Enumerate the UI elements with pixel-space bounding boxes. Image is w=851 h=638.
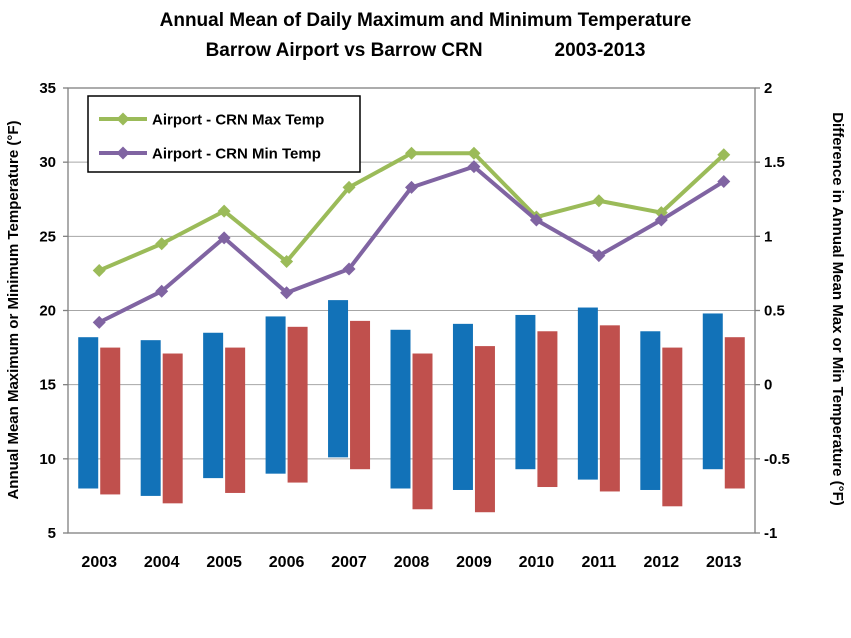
diamond-marker-2007: [342, 180, 356, 194]
bar-blue-bars-2012: [640, 331, 661, 490]
bar-red-bars-2007: [350, 320, 371, 470]
bar-red-bars-2008: [412, 353, 433, 510]
diamond-marker-2005: [217, 204, 231, 218]
right-axis-tick-label: 2: [764, 80, 772, 97]
diamond-marker-2004: [155, 237, 169, 251]
legend-label: Airport - CRN Max Temp: [152, 112, 324, 129]
right-axis-tick-label: 1.5: [764, 154, 785, 171]
x-axis-year-label: 2008: [394, 554, 430, 571]
right-axis-tick-label: 1: [764, 228, 772, 245]
bar-blue-bars-2013: [702, 313, 723, 470]
right-axis-tick-label: 0.5: [764, 303, 785, 320]
bar-blue-bars-2009: [452, 323, 473, 490]
bar-blue-bars-2003: [78, 337, 99, 489]
left-axis-tick-label: 20: [39, 303, 56, 320]
x-axis-year-label: 2006: [269, 554, 305, 571]
diamond-marker-2004: [155, 284, 169, 298]
left-axis-tick-label: 25: [39, 228, 56, 245]
bar-blue-bars-2006: [265, 316, 286, 474]
bar-blue-bars-2005: [203, 332, 224, 479]
bar-blue-bars-2011: [577, 307, 598, 480]
left-axis-tick-label: 15: [39, 377, 56, 394]
bar-red-bars-2005: [225, 347, 246, 493]
bar-red-bars-2011: [599, 325, 620, 492]
diamond-marker-2006: [280, 286, 294, 300]
diamond-marker-2003: [92, 315, 106, 329]
bar-blue-bars-2008: [390, 329, 411, 489]
left-axis-tick-label: 10: [39, 451, 56, 468]
diamond-marker-2007: [342, 262, 356, 276]
diamond-marker-2009: [467, 146, 481, 160]
bar-red-bars-2009: [474, 346, 495, 513]
legend-label: Airport - CRN Min Temp: [152, 146, 321, 163]
diamond-marker-2006: [280, 255, 294, 269]
diamond-marker-2003: [92, 263, 106, 277]
bar-red-bars-2003: [100, 347, 121, 495]
diamond-marker-2011: [592, 249, 606, 263]
diamond-marker-2008: [405, 180, 418, 194]
x-axis-year-label: 2010: [519, 554, 555, 571]
right-axis-tick-label: -0.5: [764, 451, 790, 468]
chart-title-line1: Annual Mean of Daily Maximum and Minimum…: [159, 10, 692, 31]
left-axis-tick-label: 35: [39, 80, 56, 97]
diamond-marker-2011: [592, 194, 606, 208]
x-axis-year-label: 2011: [582, 554, 617, 571]
x-axis-year-label: 2007: [331, 554, 367, 571]
bar-blue-bars-2010: [515, 314, 536, 470]
diamond-marker-2008: [405, 146, 418, 160]
left-axis-tick-label: 5: [48, 525, 56, 542]
left-axis-tick-label: 30: [39, 154, 56, 171]
diamond-marker-2010: [529, 213, 543, 227]
bar-red-bars-2006: [287, 326, 308, 483]
legend-diamond-icon: [116, 112, 130, 126]
chart-subtitle: Barrow Airport vs Barrow CRN: [205, 40, 483, 61]
right-axis-tick-label: 0: [764, 377, 772, 394]
diamond-marker-2013: [717, 148, 731, 162]
legend-box: [87, 95, 361, 173]
diamond-marker-2013: [717, 174, 731, 188]
bar-blue-bars-2004: [140, 340, 161, 496]
x-axis-year-label: 2013: [706, 554, 742, 571]
bar-blue-bars-2007: [328, 300, 349, 458]
x-axis-year-label: 2005: [206, 554, 242, 571]
x-axis-year-label: 2003: [81, 554, 117, 571]
chart-title-line2: Barrow Airport vs Barrow CRN 2003-2013: [0, 40, 851, 62]
diamond-marker-2009: [467, 160, 481, 174]
bar-red-bars-2004: [162, 353, 183, 504]
diamond-marker-2012: [654, 213, 668, 227]
bar-red-bars-2013: [724, 337, 745, 489]
x-axis-year-label: 2004: [144, 554, 180, 571]
chart-date-range: 2003-2013: [554, 40, 646, 61]
legend-diamond-icon: [116, 146, 130, 160]
left-axis-title: Annual Mean Maximum or Minimum Temperatu…: [5, 120, 22, 499]
bar-red-bars-2012: [662, 347, 683, 507]
bar-red-bars-2010: [537, 331, 558, 488]
diamond-marker-2005: [217, 231, 231, 245]
right-axis-tick-label: -1: [764, 525, 777, 542]
right-axis-title: Difference in Annual Mean Max or Min Tem…: [829, 112, 846, 506]
x-axis-year-label: 2012: [644, 554, 680, 571]
x-axis-year-label: 2009: [456, 554, 492, 571]
